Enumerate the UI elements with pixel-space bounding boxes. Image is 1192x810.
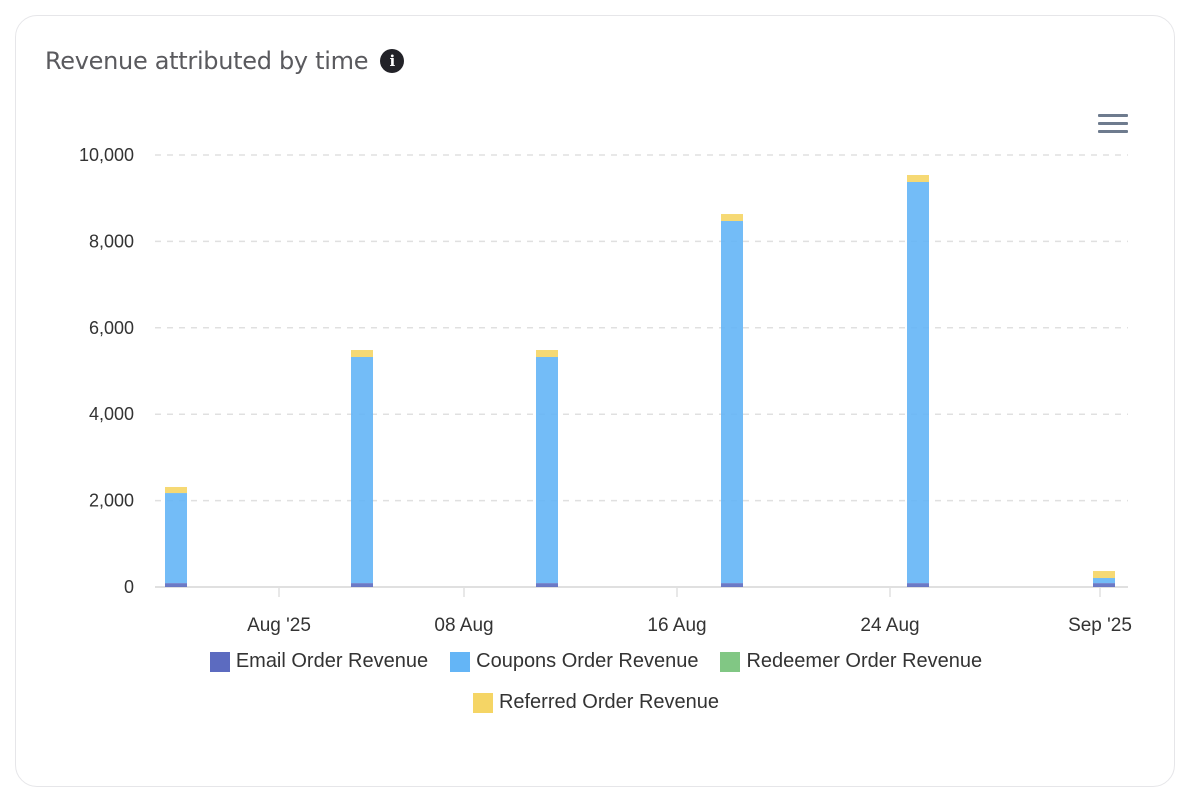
bar-segment[interactable] — [165, 583, 187, 587]
legend-item-referred[interactable]: Referred Order Revenue — [472, 691, 719, 714]
swatch-email — [209, 651, 230, 672]
x-tick-label: 24 Aug — [860, 615, 919, 636]
card-title: Revenue attributed by time i — [45, 47, 405, 75]
y-tick-label: 2,000 — [89, 491, 134, 511]
y-tick-label: 6,000 — [89, 318, 134, 338]
legend-item-email[interactable]: Email Order Revenue — [209, 650, 428, 673]
bar-segment[interactable] — [907, 182, 929, 584]
x-tick-label: Aug '25 — [247, 615, 311, 636]
bar-segment[interactable] — [536, 357, 558, 584]
bar-segment[interactable] — [351, 583, 373, 587]
info-icon[interactable]: i — [380, 49, 405, 73]
bar-segment[interactable] — [351, 357, 373, 584]
bar-segment[interactable] — [165, 486, 187, 494]
hamburger-menu-icon[interactable] — [1098, 114, 1128, 136]
x-tick-label: 16 Aug — [647, 615, 706, 636]
chart-card — [15, 15, 1175, 787]
title-text: Revenue attributed by time — [45, 47, 369, 75]
y-tick-label: 0 — [124, 577, 134, 597]
bar-segment[interactable] — [1093, 583, 1115, 587]
x-tick-label: 08 Aug — [434, 615, 493, 636]
y-tick-label: 10,000 — [79, 145, 134, 165]
bar-segment[interactable] — [1093, 578, 1115, 584]
bar-segment[interactable] — [907, 175, 929, 182]
legend: Email Order Revenue Coupons Order Revenu… — [0, 650, 1192, 732]
legend-item-redeemer[interactable]: Redeemer Order Revenue — [720, 650, 982, 673]
bar-segment[interactable] — [536, 583, 558, 587]
bar-segment[interactable] — [165, 493, 187, 584]
swatch-redeemer — [720, 651, 741, 672]
bar-segment[interactable] — [351, 350, 373, 358]
bar-segment[interactable] — [721, 583, 743, 587]
chart-area: 0 2,000 4,000 6,000 8,000 10,000 Aug '25 08 Aug… — [79, 145, 1132, 636]
bar-segment[interactable] — [907, 583, 929, 587]
swatch-referred — [472, 692, 493, 713]
bar-segment[interactable] — [721, 214, 743, 222]
y-tick-label: 8,000 — [89, 231, 134, 251]
bar-segment[interactable] — [1093, 571, 1115, 579]
bar-segment[interactable] — [536, 350, 558, 358]
x-tick-label: Sep '25 — [1068, 615, 1132, 636]
bar-segment[interactable] — [721, 221, 743, 584]
swatch-coupons — [450, 651, 471, 672]
y-tick-label: 4,000 — [89, 404, 134, 424]
legend-item-coupons[interactable]: Coupons Order Revenue — [450, 650, 698, 673]
